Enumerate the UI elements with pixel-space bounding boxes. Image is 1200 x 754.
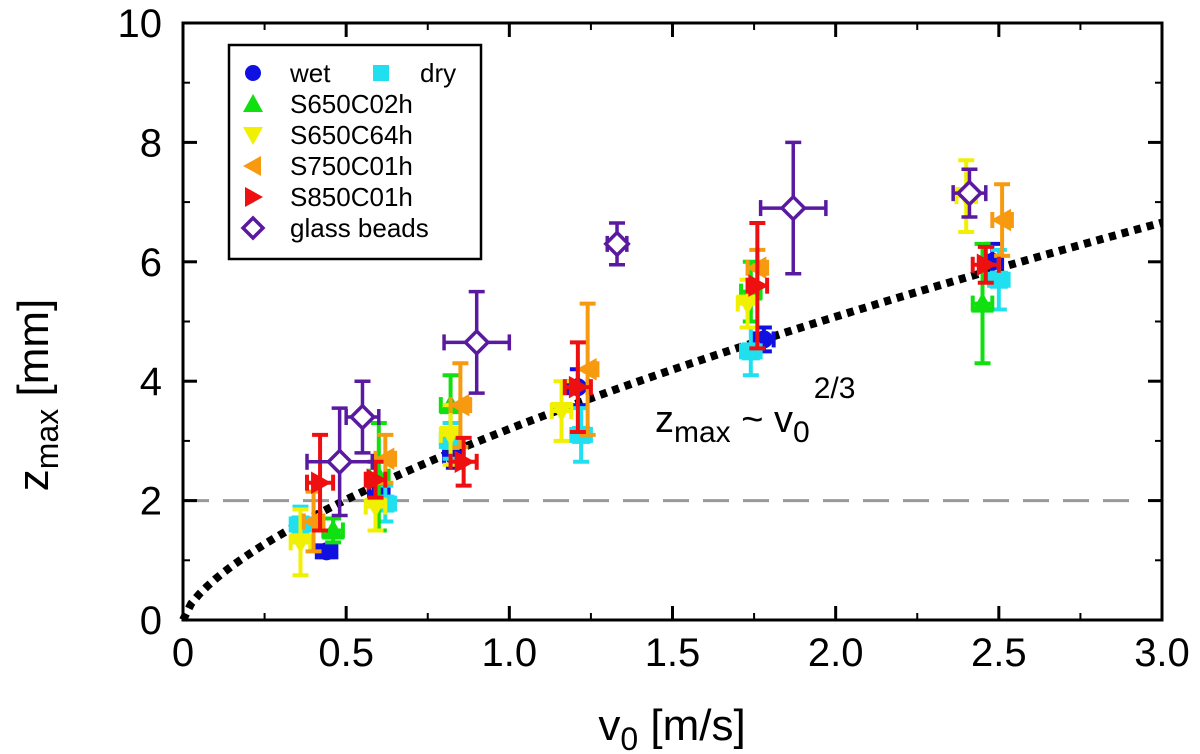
legend-marker [243,156,261,176]
y-tick-label: 2 [140,480,162,524]
legend-item-s750c01h: S750C01h [243,151,413,181]
data-point [302,510,323,533]
legend-label: wet [289,58,331,88]
legend-item-s650c02h: S650C02h [243,89,413,119]
series-glass-beads [305,140,988,518]
legend-label: S850C01h [290,182,413,212]
y-axis-label-sub: max [29,409,65,469]
data-point [748,274,769,297]
x-axis-label-unit: [m/s] [650,701,745,750]
legend-marker [240,215,266,241]
x-axis-label-base: v [598,701,620,750]
series-s850c01h [305,220,1001,533]
y-tick-label: 8 [140,121,162,165]
y-tick-label: 6 [140,241,162,285]
x-tick-label: 2.0 [808,631,864,675]
data-point [348,403,377,431]
data-point [971,292,994,313]
legend-item-dry: dry [373,58,456,88]
x-tick-label: 1.0 [482,631,538,675]
data-point [779,194,807,222]
data-point [366,468,387,491]
y-tick-label: 10 [118,2,163,46]
x-tick-label: 1.5 [645,631,701,675]
x-tick-label: 0 [172,631,194,675]
fit-annotation: zmax ~ v02/3 [655,372,855,449]
y-axis-label: zmax [mm] [9,299,65,491]
data-point [976,253,998,277]
legend-label: dry [420,58,456,88]
legend-box [227,43,483,261]
legend-marker [243,94,263,112]
data-point [311,471,332,494]
legend-item-s650c64h: S650C64h [243,120,413,150]
legend-item-s850c01h: S850C01h [245,182,413,212]
data-point [454,450,475,474]
data-point [374,447,395,471]
data-point [289,533,312,554]
legend-label: S650C64h [290,120,413,150]
data-point [989,270,1008,289]
annotation-base-sub: max [674,416,731,449]
annotation-operator: ~ v [731,399,793,441]
data-point [736,294,759,315]
data-point [462,328,491,357]
legend-label: S650C02h [290,89,413,119]
x-tick-label: 2.5 [971,631,1027,675]
y-axis-label-base: z [9,469,58,491]
y-axis-label-unit: [mm] [9,299,58,397]
annotation-operator-sub: 0 [793,416,810,449]
data-point [550,402,573,423]
data-point [364,497,387,518]
data-point [576,358,597,381]
y-tick-label: 0 [140,599,162,643]
legend-label: glass beads [290,213,429,243]
legend-marker [245,187,263,207]
x-axis-label: v0 [m/s] [598,701,745,754]
legend-item-glass-beads: glass beads [240,213,429,243]
data-point [990,208,1012,232]
legend: wet dryS650C02hS650C64hS750C01hS850C01hgl… [227,43,483,261]
data-point [439,425,462,447]
x-axis-label-sub: 0 [620,721,638,754]
x-tick-label: 0.5 [318,631,374,675]
annotation-exponent: 2/3 [814,372,856,405]
legend-marker [243,127,263,145]
annotation-base: z [655,399,674,441]
data-point [321,519,345,540]
series-s650c02h [321,241,995,545]
legend-marker [373,65,389,81]
legend-marker [245,65,261,81]
data-point [568,375,590,399]
data-point [955,179,984,207]
legend-item-wet: wet [245,58,331,88]
data-point [317,542,336,561]
data-point [603,230,631,258]
x-tick-label: 3.0 [1134,631,1190,675]
legend-label: S750C01h [290,151,413,181]
data-point [449,393,470,417]
data-point [325,448,354,476]
y-tick-label: 4 [140,360,162,404]
